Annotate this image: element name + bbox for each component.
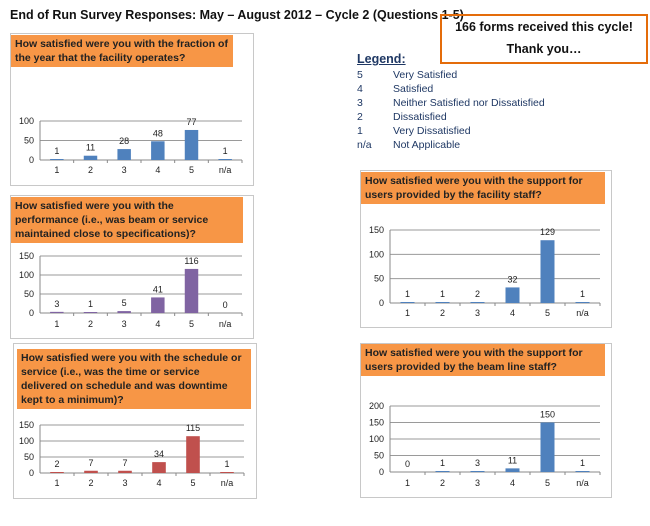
question-title: How satisfied were you with the support … [361,344,605,376]
legend: Legend: 5 Very Satisfied 4 Satisfied 3 Neithe… [357,52,545,152]
legend-key: 1 [357,125,363,137]
thank-you-text: Thank you… [506,42,582,56]
legend-label: Very Satisfied [393,69,458,81]
legend-key: 3 [357,97,363,109]
legend-key: n/a [357,139,372,151]
legend-key: 2 [357,111,363,123]
question-title: How satisfied were you with the schedule… [17,349,251,409]
question-title: How satisfied were you with the fraction… [11,35,233,67]
legend-label: Dissatisfied [393,111,447,123]
legend-label: Very Dissatisfied [393,125,471,137]
forms-count-text: 166 forms received this cycle! [455,20,633,34]
legend-item: 5 Very Satisfied [357,68,545,82]
legend-heading: Legend: [357,52,406,66]
legend-item: 3 Neither Satisfied nor Dissatisfied [357,96,545,110]
legend-item: 1 Very Dissatisfied [357,124,545,138]
page-title: End of Run Survey Responses: May – Augus… [10,8,464,22]
legend-item: 2 Dissatisfied [357,110,545,124]
question-title: How satisfied were you with the support … [361,172,605,204]
legend-item: n/a Not Applicable [357,138,545,152]
forms-received-callout: 166 forms received this cycle! Thank you… [440,14,648,64]
legend-item: 4 Satisfied [357,82,545,96]
question-title: How satisfied were you with the performa… [11,197,243,243]
legend-label: Neither Satisfied nor Dissatisfied [393,97,545,109]
legend-key: 5 [357,69,363,81]
legend-label: Satisfied [393,83,434,95]
legend-rows: 5 Very Satisfied 4 Satisfied 3 Neither Satisf… [357,68,545,152]
legend-key: 4 [357,83,363,95]
legend-label: Not Applicable [393,139,461,151]
